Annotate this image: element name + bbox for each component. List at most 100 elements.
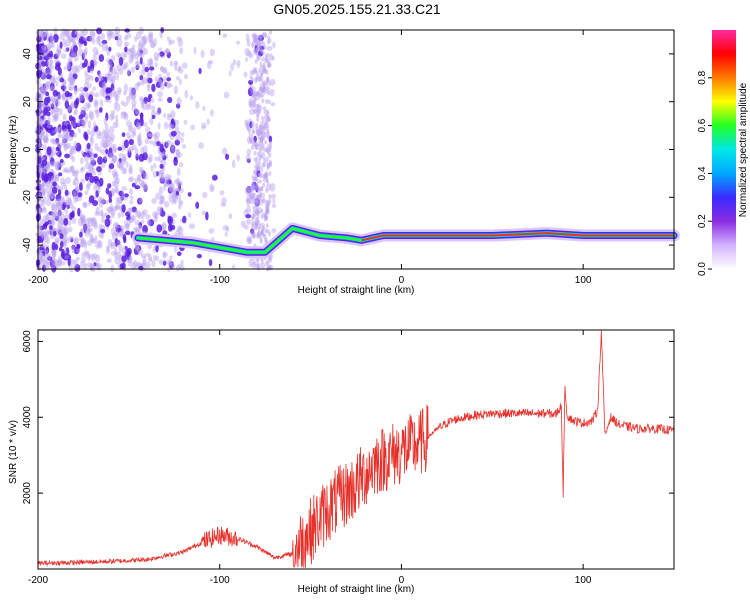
spectrogram-speckle bbox=[40, 30, 46, 37]
spectrogram-speckle bbox=[45, 213, 50, 219]
spectrogram-speckle bbox=[138, 224, 142, 233]
spectrogram-speckle bbox=[165, 48, 170, 54]
spectrogram-speckle bbox=[40, 200, 44, 207]
spectrogram-speckle bbox=[201, 122, 207, 128]
spectrogram-speckle bbox=[128, 47, 134, 53]
spectrogram-speckle bbox=[102, 42, 108, 52]
spectrogram-speckle bbox=[93, 60, 97, 67]
spectrogram-speckle bbox=[173, 60, 179, 66]
spectrogram-speckle bbox=[127, 258, 132, 267]
spectrogram-speckle bbox=[171, 193, 177, 201]
spectrogram-speckle bbox=[89, 151, 95, 161]
spectrogram-speckle bbox=[71, 30, 78, 38]
spectrogram-speckle bbox=[37, 224, 42, 234]
spectrogram-speckle bbox=[62, 138, 68, 144]
spectrogram-speckle bbox=[109, 203, 113, 212]
spectrogram-speckle bbox=[130, 66, 136, 73]
spectrogram-speckle bbox=[138, 40, 144, 47]
spectrogram-speckle bbox=[76, 244, 81, 251]
spectrogram-speckle bbox=[61, 203, 66, 211]
spectrogram-speckle bbox=[157, 47, 163, 52]
snr-y-ticks: 2000 4000 6000 bbox=[22, 330, 674, 504]
spectrogram-speckle bbox=[74, 174, 79, 181]
spectrogram-speckle bbox=[246, 185, 252, 192]
spectrogram-speckle bbox=[128, 92, 134, 100]
spectrogram-speckle bbox=[58, 73, 64, 79]
spectrogram-speckle bbox=[81, 252, 85, 259]
spectrogram-speckle bbox=[57, 49, 62, 55]
spectrogram-speckle bbox=[78, 36, 85, 45]
spectrogram-speckle bbox=[224, 231, 229, 237]
spectrogram-speckle bbox=[163, 182, 167, 191]
spectrogram-speckle bbox=[104, 97, 110, 103]
spectrogram-speckle bbox=[151, 114, 156, 120]
spectrogram-speckle bbox=[42, 31, 48, 41]
spectrogram-speckle bbox=[159, 210, 166, 217]
spectrogram-speckle bbox=[96, 36, 102, 45]
spectrogram-speckle bbox=[179, 265, 185, 272]
spectrogram-speckle bbox=[106, 245, 110, 253]
spectrogram-speckle bbox=[168, 223, 173, 232]
spectrogram-speckle bbox=[38, 118, 44, 124]
spectrogram-speckle bbox=[73, 141, 78, 150]
spectrogram-speckle bbox=[69, 151, 74, 160]
spectrogram-speckle bbox=[37, 98, 43, 104]
spectrogram-speckle bbox=[252, 34, 256, 40]
spectrogram-speckle bbox=[167, 96, 173, 104]
spectrogram-speckle bbox=[270, 193, 277, 200]
spectrogram-speckle bbox=[97, 34, 101, 43]
spectrogram-speckle bbox=[128, 138, 135, 146]
spectrogram-speckle bbox=[55, 48, 61, 58]
spectrogram-speckle bbox=[46, 58, 53, 67]
spectrogram-speckle bbox=[222, 33, 228, 39]
spectrogram-speckle bbox=[49, 64, 55, 71]
spectrogram-speckle bbox=[259, 186, 263, 192]
spectrogram-speckle bbox=[73, 169, 80, 175]
spectrogram-speckle bbox=[110, 157, 116, 165]
spectrogram-speckle bbox=[110, 208, 116, 216]
spectrogram-speckle bbox=[211, 174, 218, 181]
spectrogram-speckle bbox=[173, 85, 179, 95]
spectrogram-speckle bbox=[85, 151, 92, 158]
spectrogram-speckle bbox=[117, 196, 123, 204]
spectrogram-speckle bbox=[209, 183, 214, 193]
spectrogram-speckle bbox=[124, 219, 128, 229]
spectrogram-speckle bbox=[54, 198, 60, 204]
spectrogram-speckle bbox=[61, 248, 65, 257]
spectrogram-speckle bbox=[108, 151, 112, 160]
spectrogram-speckle bbox=[201, 210, 206, 216]
spectrogram-speckle bbox=[110, 54, 116, 62]
spectrogram-speckle bbox=[254, 220, 258, 226]
spectrogram-speckle bbox=[265, 69, 269, 75]
spectrogram-speckle bbox=[245, 120, 250, 128]
spectrogram-speckle bbox=[98, 79, 105, 88]
spectrogram-speckle bbox=[121, 132, 126, 138]
spectrogram-speckle bbox=[85, 91, 89, 99]
spectrogram-speckle bbox=[134, 147, 139, 157]
spectrogram-speckle bbox=[182, 215, 187, 224]
spectrogram-speckle bbox=[59, 77, 65, 83]
spectrogram-speckle bbox=[128, 163, 133, 173]
spectrogram-speckle bbox=[59, 32, 65, 41]
spectrogram-speckle bbox=[115, 228, 122, 233]
spectrogram-speckle bbox=[54, 95, 58, 104]
spectrogram-speckle bbox=[243, 71, 248, 78]
spectrogram-speckle bbox=[48, 190, 54, 200]
spectrogram-ridge-core bbox=[361, 232, 674, 242]
spectrogram-speckle bbox=[64, 136, 69, 143]
spectrogram-speckle bbox=[106, 58, 110, 64]
snr-series-line bbox=[37, 329, 675, 569]
spectrogram-speckle bbox=[136, 262, 140, 268]
spectrogram-speckle bbox=[115, 52, 122, 58]
spectrogram-speckle bbox=[266, 129, 270, 135]
spectrogram-speckle bbox=[42, 215, 47, 223]
spectrogram-speckle bbox=[108, 163, 115, 170]
spectrogram-speckle bbox=[95, 262, 99, 268]
spectrogram-speckle bbox=[125, 32, 132, 39]
spectrogram-speckle bbox=[87, 221, 93, 228]
spectrogram-speckle bbox=[270, 102, 276, 107]
spectrogram-speckle bbox=[263, 106, 267, 112]
spectrogram-speckle bbox=[94, 76, 99, 83]
spectrogram-speckle bbox=[142, 145, 148, 154]
spectrogram-speckle bbox=[164, 81, 168, 87]
